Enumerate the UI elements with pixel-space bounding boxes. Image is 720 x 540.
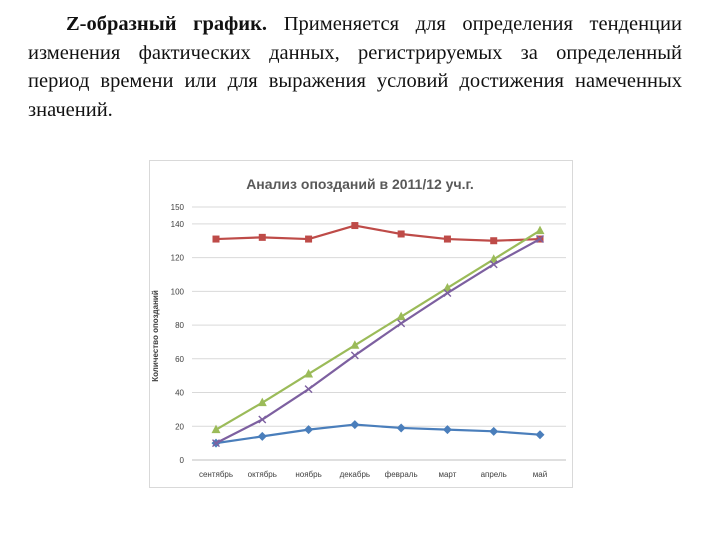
- y-tick-label: 0: [180, 456, 185, 465]
- data-point: [490, 237, 498, 245]
- data-point: [212, 439, 220, 448]
- data-point: [350, 340, 360, 349]
- series-layer: [211, 222, 545, 448]
- data-point: [350, 420, 360, 430]
- y-axis-title: Количество опозданий: [151, 290, 160, 382]
- y-tick-label: 120: [171, 254, 185, 263]
- data-point: [304, 425, 314, 435]
- data-point: [211, 424, 221, 434]
- x-tick-label: апрель: [481, 470, 507, 479]
- data-point: [536, 235, 544, 244]
- y-tick-label: 80: [175, 321, 184, 330]
- series-line: [215, 224, 541, 242]
- x-tick-label: сентябрь: [199, 470, 233, 479]
- series-line: [215, 423, 541, 445]
- data-point: [535, 225, 545, 235]
- data-point: [397, 319, 406, 328]
- series-x: [212, 235, 544, 448]
- series-square: [212, 222, 544, 245]
- x-tick-label: ноябрь: [295, 470, 321, 479]
- chart-title: Анализ опозданий в 2011/12 уч.г.: [246, 176, 474, 192]
- data-point: [443, 289, 452, 298]
- series-line: [215, 238, 541, 445]
- data-point: [442, 282, 452, 292]
- line-chart: Анализ опозданий в 2011/12 уч.г. Количес…: [151, 176, 566, 479]
- data-point: [443, 235, 451, 243]
- x-tick-label: декабрь: [340, 470, 370, 479]
- intro-body: Применяется для определения тенденции из…: [28, 13, 683, 121]
- data-point: [396, 423, 406, 433]
- data-point: [258, 233, 266, 241]
- y-tick-label: 140: [171, 220, 185, 229]
- data-point: [489, 260, 498, 269]
- x-tick-label: май: [533, 470, 547, 479]
- series-diamond: [211, 420, 545, 448]
- data-point: [304, 385, 313, 394]
- y-tick-label: 40: [175, 389, 184, 398]
- x-tick-label: февраль: [385, 470, 418, 479]
- gridlines: [192, 206, 566, 461]
- data-point: [305, 235, 313, 243]
- series-triangle: [211, 225, 545, 434]
- intro-paragraph: Z-образный график. Применяется для опред…: [28, 10, 682, 124]
- data-point: [396, 311, 406, 321]
- intro-heading: Z-образный график.: [66, 13, 268, 35]
- data-point: [350, 351, 359, 360]
- y-tick-label: 20: [175, 422, 184, 431]
- series-line: [215, 229, 541, 431]
- data-point: [489, 426, 499, 436]
- data-point: [257, 397, 267, 407]
- x-tick-label: март: [438, 470, 456, 479]
- data-point: [304, 368, 314, 378]
- data-point: [258, 415, 267, 424]
- data-point: [397, 230, 405, 238]
- y-tick-labels: 0 20 40 60 80 100 120 140 150: [171, 203, 185, 465]
- data-point: [489, 254, 499, 263]
- x-tick-labels: сентябрь октябрь ноябрь декабрь февраль март а…: [199, 470, 547, 479]
- y-tick-label: 150: [171, 203, 185, 212]
- y-tick-label: 100: [171, 287, 185, 296]
- data-point: [535, 430, 545, 440]
- x-tick-label: октябрь: [248, 470, 277, 479]
- chart-frame: Анализ опозданий в 2011/12 уч.г. Количес…: [149, 160, 573, 488]
- data-point: [442, 425, 452, 435]
- y-tick-label: 60: [175, 355, 184, 364]
- data-point: [351, 222, 359, 230]
- data-point: [212, 235, 220, 243]
- data-point: [257, 431, 267, 441]
